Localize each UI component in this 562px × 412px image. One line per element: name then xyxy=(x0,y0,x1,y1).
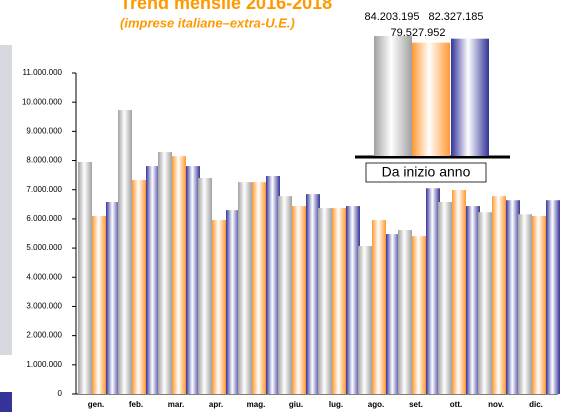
bar xyxy=(372,220,386,394)
x-tick-label: lug. xyxy=(329,400,343,409)
bar xyxy=(386,234,400,394)
y-tick-label: 9.000.000 xyxy=(26,126,62,135)
y-tick-label: 10.000.000 xyxy=(22,97,63,106)
bar xyxy=(412,236,426,394)
bar xyxy=(506,200,520,394)
inset-value-label: 82.327.185 xyxy=(428,11,483,23)
y-tick-label: 8.000.000 xyxy=(26,156,62,165)
x-tick-label: gen. xyxy=(88,400,104,409)
side-panel-mark xyxy=(0,392,12,412)
x-tick-label: nov. xyxy=(488,400,504,409)
inset-bar xyxy=(374,36,412,156)
bar xyxy=(332,208,346,394)
bar xyxy=(132,180,146,394)
x-tick-label: set. xyxy=(409,400,423,409)
y-tick-label: 6.000.000 xyxy=(26,214,62,223)
bar xyxy=(398,229,412,394)
inset-value-label: 84.203.195 xyxy=(364,11,419,23)
inset-label-box xyxy=(365,162,487,183)
bar xyxy=(238,182,252,394)
inset-title: Da inizio anno xyxy=(382,164,471,180)
inset-bar xyxy=(412,42,450,157)
bar xyxy=(318,208,332,394)
bar xyxy=(532,215,546,394)
bar xyxy=(292,206,306,394)
bar xyxy=(198,178,212,394)
bar xyxy=(518,214,532,394)
bar xyxy=(226,210,240,394)
inset-value-label: 79.527.952 xyxy=(390,27,445,39)
bar xyxy=(426,188,440,394)
bar xyxy=(106,201,120,394)
chart-subtitle: (imprese italiane–extra-U.E.) xyxy=(120,15,295,30)
y-tick-label: 11.000.000 xyxy=(23,68,63,77)
bar xyxy=(466,206,480,394)
x-tick-label: giu. xyxy=(289,400,303,409)
y-tick-label: 3.000.000 xyxy=(26,302,62,311)
y-tick-label: 4.000.000 xyxy=(26,272,62,281)
bar xyxy=(438,201,452,394)
x-tick-label: mar. xyxy=(168,400,184,409)
y-tick-label: 7.000.000 xyxy=(26,185,62,194)
bar xyxy=(452,190,466,394)
bar xyxy=(158,152,172,394)
x-tick-label: ott. xyxy=(450,400,462,409)
bar xyxy=(146,166,160,394)
bar xyxy=(266,176,280,394)
bar xyxy=(546,200,560,394)
x-tick-label: feb. xyxy=(129,400,143,409)
y-tick-label: 5.000.000 xyxy=(26,243,62,252)
bar xyxy=(78,162,92,394)
x-tick-label: mag. xyxy=(247,400,266,409)
x-tick-label: ago. xyxy=(368,400,384,409)
bar xyxy=(346,206,360,394)
side-panel xyxy=(0,45,12,355)
bar xyxy=(186,166,200,394)
y-tick-label: 1.000.000 xyxy=(26,360,62,369)
bar xyxy=(252,182,266,394)
bar xyxy=(118,110,132,394)
bar xyxy=(306,194,320,394)
bar xyxy=(92,215,106,394)
y-tick-label: 2.000.000 xyxy=(26,331,62,340)
x-tick-label: dic. xyxy=(529,400,543,409)
chart-title: Trend mensile 2016-2018 xyxy=(120,0,332,13)
bar xyxy=(492,196,506,394)
x-tick-label: apr. xyxy=(209,400,223,409)
bar xyxy=(172,156,186,394)
inset-bar xyxy=(451,38,489,156)
bar xyxy=(478,212,492,394)
bar xyxy=(278,196,292,394)
y-tick-label: 0 xyxy=(58,389,63,398)
bar xyxy=(358,246,372,394)
bar xyxy=(212,220,226,394)
